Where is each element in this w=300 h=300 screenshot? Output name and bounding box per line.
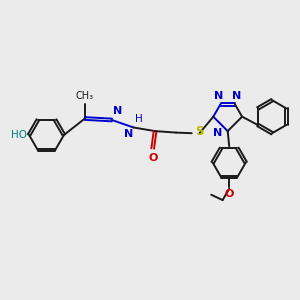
Text: N: N (214, 91, 224, 100)
Text: H: H (135, 114, 143, 124)
Text: O: O (148, 153, 158, 163)
Text: CH₃: CH₃ (76, 91, 94, 101)
Text: O: O (224, 189, 234, 199)
Text: HO: HO (11, 130, 27, 140)
Text: N: N (113, 106, 122, 116)
Text: N: N (213, 128, 222, 138)
Text: S: S (195, 125, 204, 138)
Text: N: N (232, 91, 241, 100)
Text: N: N (124, 129, 133, 139)
